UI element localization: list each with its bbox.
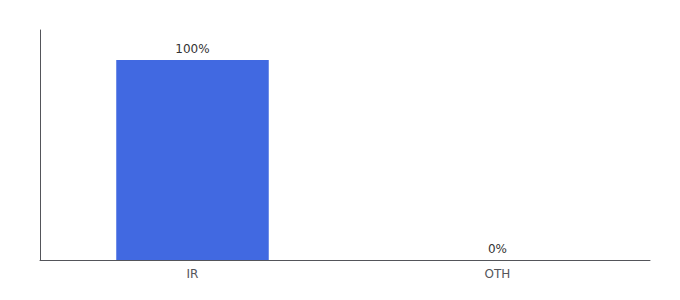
svg-text:0%: 0%	[488, 242, 507, 256]
svg-text:IR: IR	[187, 267, 199, 281]
svg-text:OTH: OTH	[485, 267, 511, 281]
svg-text:100%: 100%	[175, 42, 209, 56]
